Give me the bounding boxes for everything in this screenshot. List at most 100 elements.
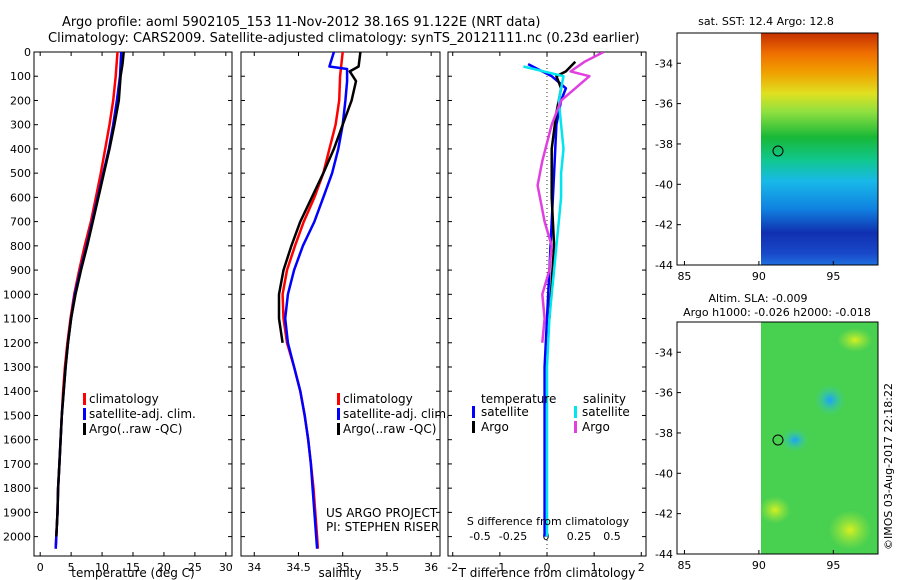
series-line-satellite-adj-clim-	[54, 52, 123, 549]
salinity-xlabel: salinity	[318, 566, 361, 580]
map-x-tick-label: 90	[752, 559, 766, 572]
pi-credit: PI: STEPHEN RISER	[326, 520, 439, 534]
salinity-series	[277, 52, 362, 549]
legend-swatch-t-argo	[472, 421, 475, 433]
temperature-xlabel: temperature (deg C)	[71, 566, 194, 580]
argo-position-marker	[772, 145, 784, 157]
depth-tick-label: 1800	[3, 482, 31, 495]
map-y-tick-label: -42	[655, 219, 673, 232]
x-tick-label: 10	[95, 561, 109, 574]
temperature-x-axis: 0 5 10 15 20 25 30	[37, 52, 233, 574]
x-tick-label: -2	[447, 561, 458, 574]
s-diff-tick-label: -0.25	[499, 530, 527, 543]
x-tick-label: 34	[247, 561, 261, 574]
map-x-tick-label: 85	[677, 270, 691, 283]
salinity-axes	[240, 51, 441, 557]
sst-map-axes: 85 90 95 -34 -36 -38 -40 -42 -44	[655, 57, 840, 283]
depth-tick-label: 1500	[3, 409, 31, 422]
series-line-climatology	[54, 52, 119, 549]
legend-swatch-argo	[337, 423, 340, 435]
series-line-argo-raw-qc-	[55, 52, 125, 537]
s-diff-tick-label: 0.5	[603, 530, 621, 543]
s-diff-tick-label: -0.5	[469, 530, 490, 543]
map-y-tick-label: -40	[655, 467, 673, 480]
x-tick-label: -1	[494, 561, 505, 574]
s-diff-tick-label: 0.25	[567, 530, 592, 543]
x-tick-label: 20	[157, 561, 171, 574]
map-y-tick-label: -34	[655, 57, 673, 70]
depth-tick-label: 1700	[3, 458, 31, 471]
legend-label-s-satellite: satellite	[582, 405, 630, 419]
map-x-tick-label: 95	[826, 270, 840, 283]
legend-swatch-satellite	[83, 408, 86, 420]
map-y-tick-label: -40	[655, 178, 673, 191]
legend-label-climatology: climatology	[343, 392, 413, 406]
temperature-series	[54, 52, 125, 549]
difference-top-label: S difference from climatology	[467, 515, 630, 528]
depth-tick-label: 2000	[3, 531, 31, 544]
x-tick-label: 0	[37, 561, 44, 574]
depth-tick-label: 700	[10, 216, 31, 229]
map-y-tick-label: -38	[655, 138, 673, 151]
legend-swatch-climatology	[83, 393, 86, 405]
legend-label-t-satellite: satellite	[481, 405, 529, 419]
difference-series	[523, 52, 605, 537]
legend-swatch-argo	[83, 423, 86, 435]
imos-stamp: ©IMOS 03-Aug-2017 22:18:22	[882, 383, 895, 550]
x-tick-label: 30	[219, 561, 233, 574]
x-tick-label: 25	[188, 561, 202, 574]
salinity-x-axis: 34 34.5 35 35.5 36	[247, 52, 438, 574]
legend-label-satellite: satellite-adj. clim.	[89, 407, 196, 421]
map-y-tick-label: -34	[655, 346, 673, 359]
map-y-tick-label: -44	[655, 548, 673, 561]
legend-temperature-title: temperature	[481, 392, 556, 406]
sla-blob	[781, 428, 809, 452]
sla-blob	[759, 496, 791, 524]
depth-tick-label: 1100	[3, 313, 31, 326]
series-line-t-argo	[548, 60, 577, 319]
sst-map-title: sat. SST: 12.4 Argo: 12.8	[698, 15, 834, 28]
sla-map	[676, 321, 879, 555]
depth-tick-label: 1000	[3, 288, 31, 301]
depth-axis: 0 100 200 300 400 500 600 700 800 900 1000 1100 1200…	[3, 46, 646, 544]
difference-legend: temperature salinity satellite Argo sate…	[472, 392, 630, 434]
map-x-tick-label: 95	[826, 559, 840, 572]
depth-tick-label: 1200	[3, 337, 31, 350]
figure-title-line2: Climatology: CARS2009. Satellite-adjuste…	[48, 31, 640, 46]
depth-tick-label: 300	[10, 119, 31, 132]
depth-tick-label: 900	[10, 264, 31, 277]
sla-blob	[814, 384, 846, 416]
legend-swatch-s-argo	[574, 421, 577, 433]
sst-map-frame	[676, 32, 879, 266]
map-x-tick-label: 85	[677, 559, 691, 572]
sla-map-axes: 85 90 95 -34 -36 -38 -40 -42 -44	[655, 346, 840, 572]
depth-tick-label: 400	[10, 143, 31, 156]
legend-swatch-climatology	[337, 393, 340, 405]
x-tick-label: 1	[591, 561, 598, 574]
legend-label-argo: Argo(..raw -QC)	[343, 422, 436, 436]
legend-swatch-t-satellite	[472, 406, 475, 418]
x-tick-label: 36	[424, 561, 438, 574]
t-difference-x-axis: -2 -1 0 1 2	[447, 52, 645, 574]
depth-tick-label: 800	[10, 240, 31, 253]
map-y-tick-label: -42	[655, 508, 673, 521]
depth-tick-label: 200	[10, 94, 31, 107]
legend-label-argo: Argo(..raw -QC)	[89, 422, 182, 436]
legend-label-s-argo: Argo	[582, 420, 610, 434]
argo-position-marker	[772, 434, 784, 446]
depth-tick-label: 0	[24, 46, 31, 59]
series-line-s-satellite	[523, 65, 565, 537]
x-tick-label: 35.5	[375, 561, 400, 574]
legend-label-t-argo: Argo	[481, 420, 509, 434]
x-tick-label: 34.5	[286, 561, 311, 574]
map-y-tick-label: -44	[655, 259, 673, 272]
legend-label-satellite: satellite-adj. clim.	[343, 407, 450, 421]
sst-map	[676, 32, 879, 266]
x-tick-label: 15	[126, 561, 140, 574]
map-y-tick-label: -38	[655, 427, 673, 440]
temperature-axes	[33, 51, 233, 557]
legend-swatch-s-satellite	[574, 406, 577, 418]
sla-map-title-line2: Argo h1000: -0.026 h2000: -0.018	[683, 306, 871, 319]
depth-tick-label: 1300	[3, 361, 31, 374]
